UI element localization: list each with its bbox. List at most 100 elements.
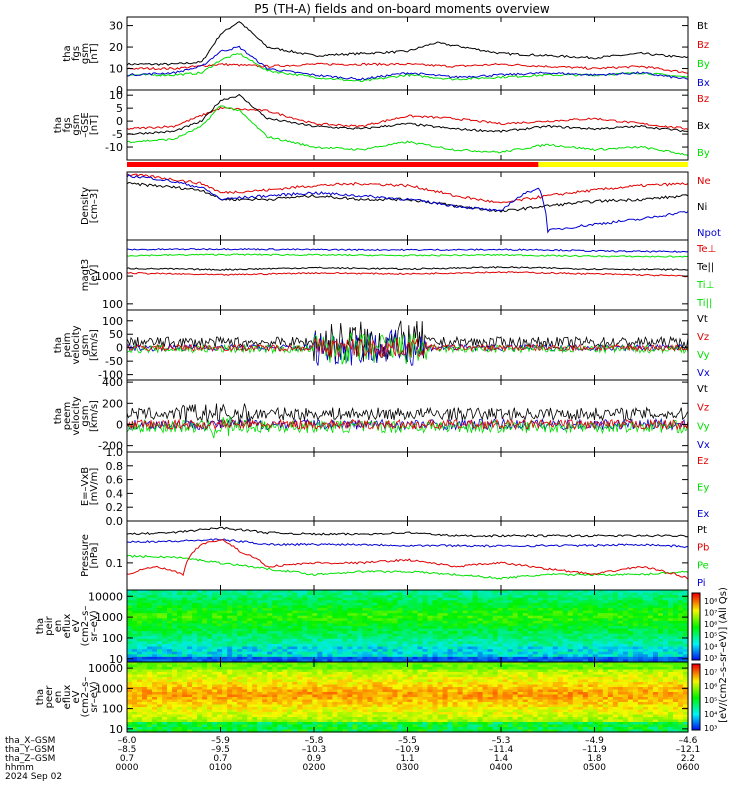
spectrogram-cell xyxy=(342,613,348,617)
spectrogram-cell xyxy=(342,638,348,643)
spectrogram-cell xyxy=(147,610,153,614)
spectrogram-cell xyxy=(572,610,579,614)
spectrogram-cell xyxy=(162,605,168,609)
spectrogram-cell xyxy=(342,669,348,673)
spectrogram-cell xyxy=(497,590,504,594)
spectrogram-cell xyxy=(462,600,469,604)
spectrogram-cell xyxy=(352,626,359,630)
spectrogram-cell xyxy=(317,672,323,676)
spectrogram-cell xyxy=(347,697,353,701)
spectrogram-cell xyxy=(292,646,298,650)
spectrogram-cell xyxy=(287,727,293,731)
spectrogram-cell xyxy=(357,689,364,693)
spectrogram-cell xyxy=(362,605,369,609)
ylabel-line: [eV] xyxy=(89,265,100,286)
spectrogram-cell xyxy=(262,628,268,632)
spectrogram-cell xyxy=(432,638,439,643)
spectrogram-cell xyxy=(497,626,504,630)
spectrogram-cell xyxy=(677,610,684,614)
spectrogram-cell xyxy=(602,659,609,663)
spectrogram-cell xyxy=(182,600,188,604)
spectrogram-cell xyxy=(342,651,348,655)
ylabel-line: velocity xyxy=(71,325,82,364)
spectrogram-cell xyxy=(622,651,629,655)
spectrogram-cell xyxy=(357,707,364,711)
spectrogram-cell xyxy=(142,692,148,696)
spectrogram-cell xyxy=(457,597,464,601)
spectrogram-cell xyxy=(127,669,133,673)
spectrogram-cell xyxy=(487,623,494,627)
spectrogram-cell xyxy=(162,641,168,645)
spectrogram-cell xyxy=(527,618,534,622)
spectrogram-cell xyxy=(217,618,223,622)
spectrogram-cell xyxy=(572,615,579,619)
spectrogram-cell xyxy=(242,654,248,658)
spectrogram-cell xyxy=(202,699,208,703)
spectrogram-cell xyxy=(332,724,338,728)
spectrogram-cell xyxy=(137,602,143,607)
spectrogram-cell xyxy=(642,654,649,658)
series-Pe xyxy=(126,554,689,580)
spectrogram-cell xyxy=(592,615,599,619)
spectrogram-cell xyxy=(362,669,369,673)
spectrogram-cell xyxy=(277,597,283,601)
spectrogram-cell xyxy=(242,649,248,653)
spectrogram-cell xyxy=(677,659,684,663)
spectrogram-cell xyxy=(567,613,574,617)
spectrogram-cell xyxy=(252,687,258,691)
spectrogram-cell xyxy=(207,613,213,617)
spectrogram-cell xyxy=(282,620,288,625)
spectrogram-cell xyxy=(642,610,649,614)
spectrogram-cell xyxy=(312,692,318,696)
spectrogram-cell xyxy=(302,644,308,648)
spectrogram-cell xyxy=(372,684,379,688)
spectrogram-cell xyxy=(227,620,233,625)
spectrogram-cell xyxy=(142,610,148,614)
spectrogram-cell xyxy=(317,674,323,678)
spectrogram-cell xyxy=(327,600,333,604)
spectrogram-cell xyxy=(622,605,629,609)
spectrogram-cell xyxy=(477,659,484,663)
spectrogram-cell xyxy=(472,620,479,625)
spectrogram-cell xyxy=(292,636,298,640)
spectrogram-cell xyxy=(317,656,323,661)
spectrogram-cell xyxy=(227,633,233,637)
spectrogram-cell xyxy=(567,644,574,648)
spectrogram-cell xyxy=(387,620,394,625)
spectrogram-cell xyxy=(527,644,534,648)
spectrogram-cell xyxy=(197,628,203,632)
spectrogram-cell xyxy=(207,707,213,711)
spectrogram-cell xyxy=(152,689,158,693)
spectrogram-cell xyxy=(342,687,348,691)
spectrogram-cell xyxy=(467,644,474,648)
spectrogram-cell xyxy=(317,610,323,614)
spectrogram-cell xyxy=(157,662,163,666)
spectrogram-cell xyxy=(142,631,148,635)
spectrogram-cell xyxy=(257,633,263,637)
spectrogram-cell xyxy=(567,597,574,601)
spectrogram-cell xyxy=(277,633,283,637)
ylabel-line: E=–VxB xyxy=(80,467,91,506)
spectrogram-cell xyxy=(182,717,188,721)
spectrogram-cell xyxy=(222,714,228,718)
spectrogram-cell xyxy=(322,608,328,612)
spectrogram-cell xyxy=(577,615,584,619)
spectrogram-cell xyxy=(132,649,138,653)
spectrogram-cell xyxy=(167,727,173,731)
spectrogram-cell xyxy=(552,597,559,601)
spectrogram-cell xyxy=(507,626,514,630)
spectrogram-cell xyxy=(352,592,359,596)
spectrogram-cell xyxy=(342,684,348,688)
spectrogram-cell xyxy=(452,590,459,594)
spectrogram-cell xyxy=(367,656,374,661)
spectrogram-cell xyxy=(367,649,374,653)
spectrogram-cell xyxy=(272,615,278,619)
spectrogram-cell xyxy=(382,687,389,691)
spectrogram-cell xyxy=(667,615,674,619)
spectrogram-cell xyxy=(232,654,238,658)
spectrogram-cell xyxy=(602,605,609,609)
spectrogram-cell xyxy=(427,613,434,617)
spectrogram-cell xyxy=(597,618,604,622)
spectrogram-cell xyxy=(617,644,624,648)
spectrogram-cell xyxy=(167,669,173,673)
